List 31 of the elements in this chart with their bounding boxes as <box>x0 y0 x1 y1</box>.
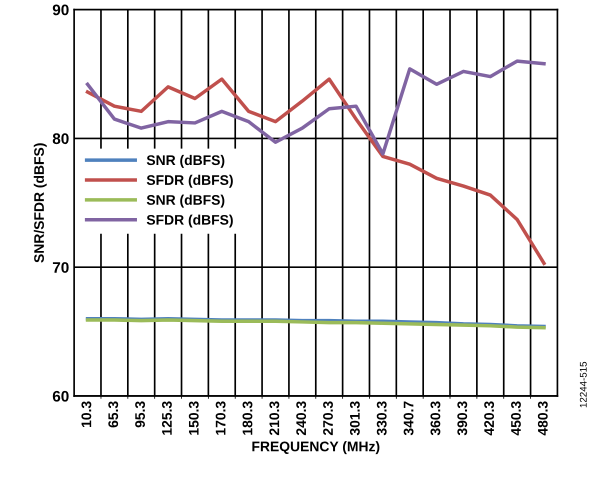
x-tick-label: 420.3 <box>484 401 494 436</box>
x-tick-label: 301.3 <box>350 401 360 436</box>
y-tick-label: 70 <box>52 262 69 273</box>
y-tick-label: 80 <box>52 133 69 144</box>
x-tick-label: 125.3 <box>162 401 172 435</box>
x-tick-label: 10.3 <box>81 401 92 428</box>
x-tick-label: 340.7 <box>404 401 414 436</box>
y-tick-label: 90 <box>52 4 69 16</box>
y-axis-title: SNR/SFDR (dBFS) <box>34 143 47 263</box>
line-series <box>86 59 546 156</box>
x-tick-label: 480.3 <box>538 401 548 436</box>
x-tick-label: 270.3 <box>323 401 333 436</box>
x-tick-label: 330.3 <box>376 401 387 436</box>
legend-label: SFDR (dBFS) <box>146 214 233 228</box>
x-tick-label: 390.3 <box>457 401 468 436</box>
y-tick-label: 60 <box>52 390 69 402</box>
x-tick-label: 95.3 <box>135 401 145 428</box>
line-series <box>86 77 546 266</box>
legend-label: SNR (dBFS) <box>146 154 224 168</box>
x-tick-label: 240.3 <box>296 401 306 436</box>
x-tick-label: 65.3 <box>108 401 118 428</box>
x-tick-label: 150.3 <box>188 401 199 435</box>
x-axis-title: FREQUENCY (MHz) <box>252 441 380 454</box>
x-tick-label: 360.3 <box>430 401 440 436</box>
text: 12244-515 <box>580 362 587 408</box>
x-tick-label: 210.3 <box>269 401 280 436</box>
x-tick-label: 170.3 <box>216 401 226 435</box>
legend-label: SFDR (dBFS) <box>146 174 233 188</box>
x-tick-label: 180.3 <box>242 401 252 435</box>
x-tick-label: 450.3 <box>511 401 521 436</box>
legend-label: SNR (dBFS) <box>146 194 224 208</box>
